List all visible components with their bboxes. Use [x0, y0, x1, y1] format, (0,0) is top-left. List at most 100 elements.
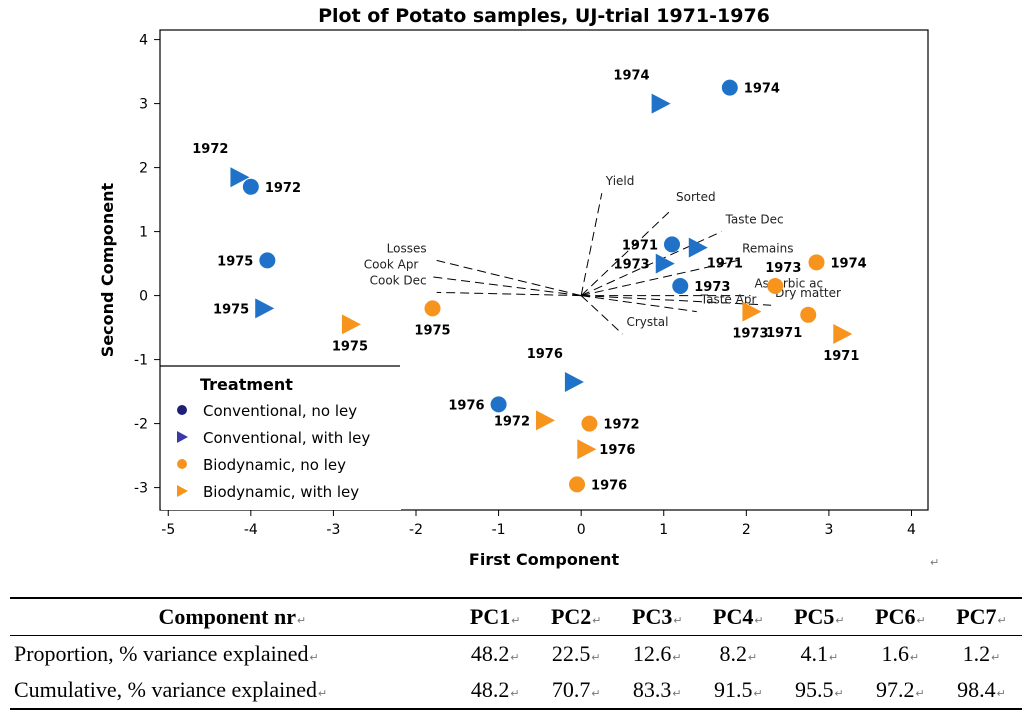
point-label: 1974: [744, 82, 780, 97]
table-cell: 70.7↵: [535, 672, 617, 710]
point-label: 1973: [732, 327, 768, 342]
table-cell: 8.2↵: [719, 641, 758, 666]
data-point: [255, 298, 275, 319]
y-axis-label: Second Component: [98, 182, 117, 357]
table-cell: 4.1↵: [800, 641, 839, 666]
x-tick-label: -2: [409, 522, 423, 538]
loading-vector: [580, 193, 603, 296]
table-row-label: Cumulative, % variance explained↵: [10, 672, 455, 710]
legend-box: [161, 365, 401, 510]
x-tick-label: 3: [824, 522, 833, 538]
legend-entry: Biodynamic, no ley: [203, 456, 346, 474]
x-tick-label: -3: [326, 522, 340, 538]
point-label: 1973: [614, 258, 650, 273]
legend-marker: [177, 431, 188, 443]
point-label: 1974: [613, 69, 649, 84]
table-cell: 97.2↵: [859, 672, 941, 710]
data-point: [424, 300, 441, 317]
x-tick-label: 0: [577, 522, 586, 538]
variance-table: Component nr↵ PC1↵ PC2↵ PC3↵ PC4↵ PC5↵ P…: [10, 597, 1022, 710]
point-label: 1973: [694, 280, 730, 295]
loading-vector: [581, 295, 697, 313]
point-label: 1972: [494, 414, 530, 429]
point-label: 1976: [599, 443, 635, 458]
point-label: 1973: [765, 261, 801, 276]
table-cell: 22.5↵: [551, 641, 601, 666]
data-point: [808, 254, 825, 271]
y-tick-label: 1: [139, 225, 148, 241]
y-tick-label: -2: [134, 417, 148, 433]
point-label: 1972: [603, 418, 639, 433]
x-tick-label: -5: [161, 522, 175, 538]
point-label: 1975: [332, 339, 368, 354]
data-point: [577, 439, 597, 460]
x-tick-label: -4: [244, 522, 258, 538]
data-point: [259, 252, 276, 269]
point-label: 1972: [265, 181, 301, 196]
data-point: [833, 324, 853, 344]
table-header-cell: PC6↵: [859, 597, 941, 636]
legend-title: Treatment: [200, 375, 293, 394]
legend-marker: [177, 405, 187, 415]
point-label: 1976: [591, 478, 627, 493]
data-point: [672, 278, 689, 294]
point-label: 1975: [217, 254, 253, 269]
data-point: [341, 314, 361, 335]
data-point: [569, 476, 586, 493]
table-row: Cumulative, % variance explained↵ 48.2↵ …: [10, 672, 1022, 710]
x-tick-label: -1: [492, 522, 506, 538]
data-point: [651, 93, 671, 114]
loading-label: Cook Dec: [370, 273, 427, 287]
table-cell: 12.6↵: [632, 641, 682, 666]
table-header-cell: PC3↵: [616, 597, 698, 636]
point-label: 1971: [823, 349, 859, 364]
loading-vector: [581, 295, 772, 306]
loading-vector: [580, 231, 722, 297]
table-cell: 98.4↵: [940, 672, 1022, 710]
data-point: [767, 278, 784, 294]
table-cell: 95.5↵: [778, 672, 860, 710]
point-label: 1975: [213, 302, 249, 317]
table-header-cell: PC5↵: [778, 597, 860, 636]
data-point: [655, 253, 675, 274]
loading-vector: [580, 295, 623, 335]
data-point: [800, 306, 817, 323]
loading-label: Sorted: [676, 190, 716, 204]
table-cell: 1.6↵: [881, 641, 920, 666]
table-header-cell: PC4↵: [697, 597, 779, 636]
data-point: [581, 415, 598, 432]
table-cell: 48.2↵: [454, 672, 536, 710]
loading-vector: [580, 208, 673, 296]
data-point: [664, 236, 680, 253]
loading-label: Taste Apr: [700, 293, 757, 307]
loading-label: Dry matter: [775, 286, 841, 300]
table-cell: 48.2↵: [470, 641, 520, 666]
point-label: 1971: [707, 257, 743, 272]
loading-vector: [436, 259, 582, 297]
table-header-cell: PC2↵: [535, 597, 617, 636]
x-tick-label: 2: [742, 522, 751, 538]
legend-entry: Biodynamic, with ley: [203, 483, 359, 501]
point-label: 1974: [831, 256, 867, 271]
table-row-label: Proportion, % variance explained↵: [14, 641, 319, 666]
y-tick-label: -1: [134, 353, 148, 369]
plot-frame: [159, 29, 929, 511]
table-header-cell: PC7↵: [940, 597, 1022, 636]
paragraph-mark: ↵: [930, 556, 939, 569]
y-tick-label: -3: [134, 481, 148, 497]
loading-label: Cook Apr: [364, 257, 419, 271]
point-label: 1971: [766, 326, 802, 341]
point-label: 1971: [622, 238, 658, 253]
data-point: [230, 167, 250, 188]
table-header-cell: PC1↵: [454, 597, 536, 636]
legend-entry: Conventional, no ley: [203, 402, 357, 420]
y-tick-label: 0: [139, 289, 148, 305]
legend-marker: [177, 485, 188, 497]
data-point: [742, 301, 762, 322]
loading-vector: [436, 291, 582, 297]
loading-vector: [581, 259, 739, 297]
data-point: [490, 396, 507, 413]
data-point: [564, 372, 584, 392]
point-label: 1975: [414, 323, 450, 338]
table-cell: 1.2↵: [962, 641, 1001, 666]
